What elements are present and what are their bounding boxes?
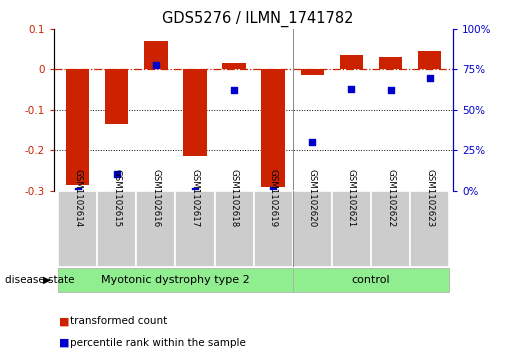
Text: control: control — [352, 275, 390, 285]
Bar — [371, 191, 410, 267]
Text: Myotonic dystrophy type 2: Myotonic dystrophy type 2 — [101, 275, 250, 285]
Bar — [262, 69, 285, 187]
Text: GSM1102620: GSM1102620 — [308, 169, 317, 227]
Bar — [183, 69, 207, 156]
Bar — [253, 191, 293, 267]
Bar — [105, 69, 128, 124]
Text: GSM1102621: GSM1102621 — [347, 169, 356, 227]
Bar — [58, 191, 97, 267]
Text: GSM1102622: GSM1102622 — [386, 169, 395, 227]
Bar — [136, 191, 176, 267]
Text: GSM1102619: GSM1102619 — [269, 169, 278, 227]
Text: percentile rank within the sample: percentile rank within the sample — [70, 338, 246, 348]
Text: transformed count: transformed count — [70, 316, 167, 326]
Bar — [215, 191, 253, 267]
Point — [347, 86, 355, 92]
Text: GSM1102614: GSM1102614 — [73, 169, 82, 227]
Bar — [293, 191, 332, 267]
Text: GSM1102623: GSM1102623 — [425, 169, 434, 227]
Bar — [66, 69, 89, 184]
Point — [113, 172, 121, 178]
Text: GDS5276 / ILMN_1741782: GDS5276 / ILMN_1741782 — [162, 11, 353, 27]
Point — [74, 188, 82, 193]
Bar — [410, 191, 449, 267]
Point — [152, 62, 160, 68]
Bar — [293, 268, 449, 292]
Text: GSM1102615: GSM1102615 — [112, 169, 121, 227]
Text: ▶: ▶ — [43, 275, 51, 285]
Text: GSM1102616: GSM1102616 — [151, 169, 160, 227]
Point — [230, 87, 238, 93]
Point — [269, 187, 277, 193]
Point — [308, 139, 316, 145]
Bar — [418, 51, 441, 69]
Point — [191, 188, 199, 193]
Bar — [144, 41, 167, 69]
Bar — [222, 64, 246, 69]
Bar — [340, 55, 363, 69]
Bar — [176, 191, 215, 267]
Text: GSM1102618: GSM1102618 — [230, 169, 238, 227]
Text: disease state: disease state — [5, 275, 75, 285]
Bar — [58, 268, 293, 292]
Text: ■: ■ — [59, 338, 70, 348]
Bar — [97, 191, 136, 267]
Text: ■: ■ — [59, 316, 70, 326]
Text: GSM1102617: GSM1102617 — [191, 169, 199, 227]
Bar — [379, 57, 402, 69]
Bar — [332, 191, 371, 267]
Point — [425, 74, 434, 80]
Bar — [301, 69, 324, 76]
Point — [386, 87, 394, 93]
